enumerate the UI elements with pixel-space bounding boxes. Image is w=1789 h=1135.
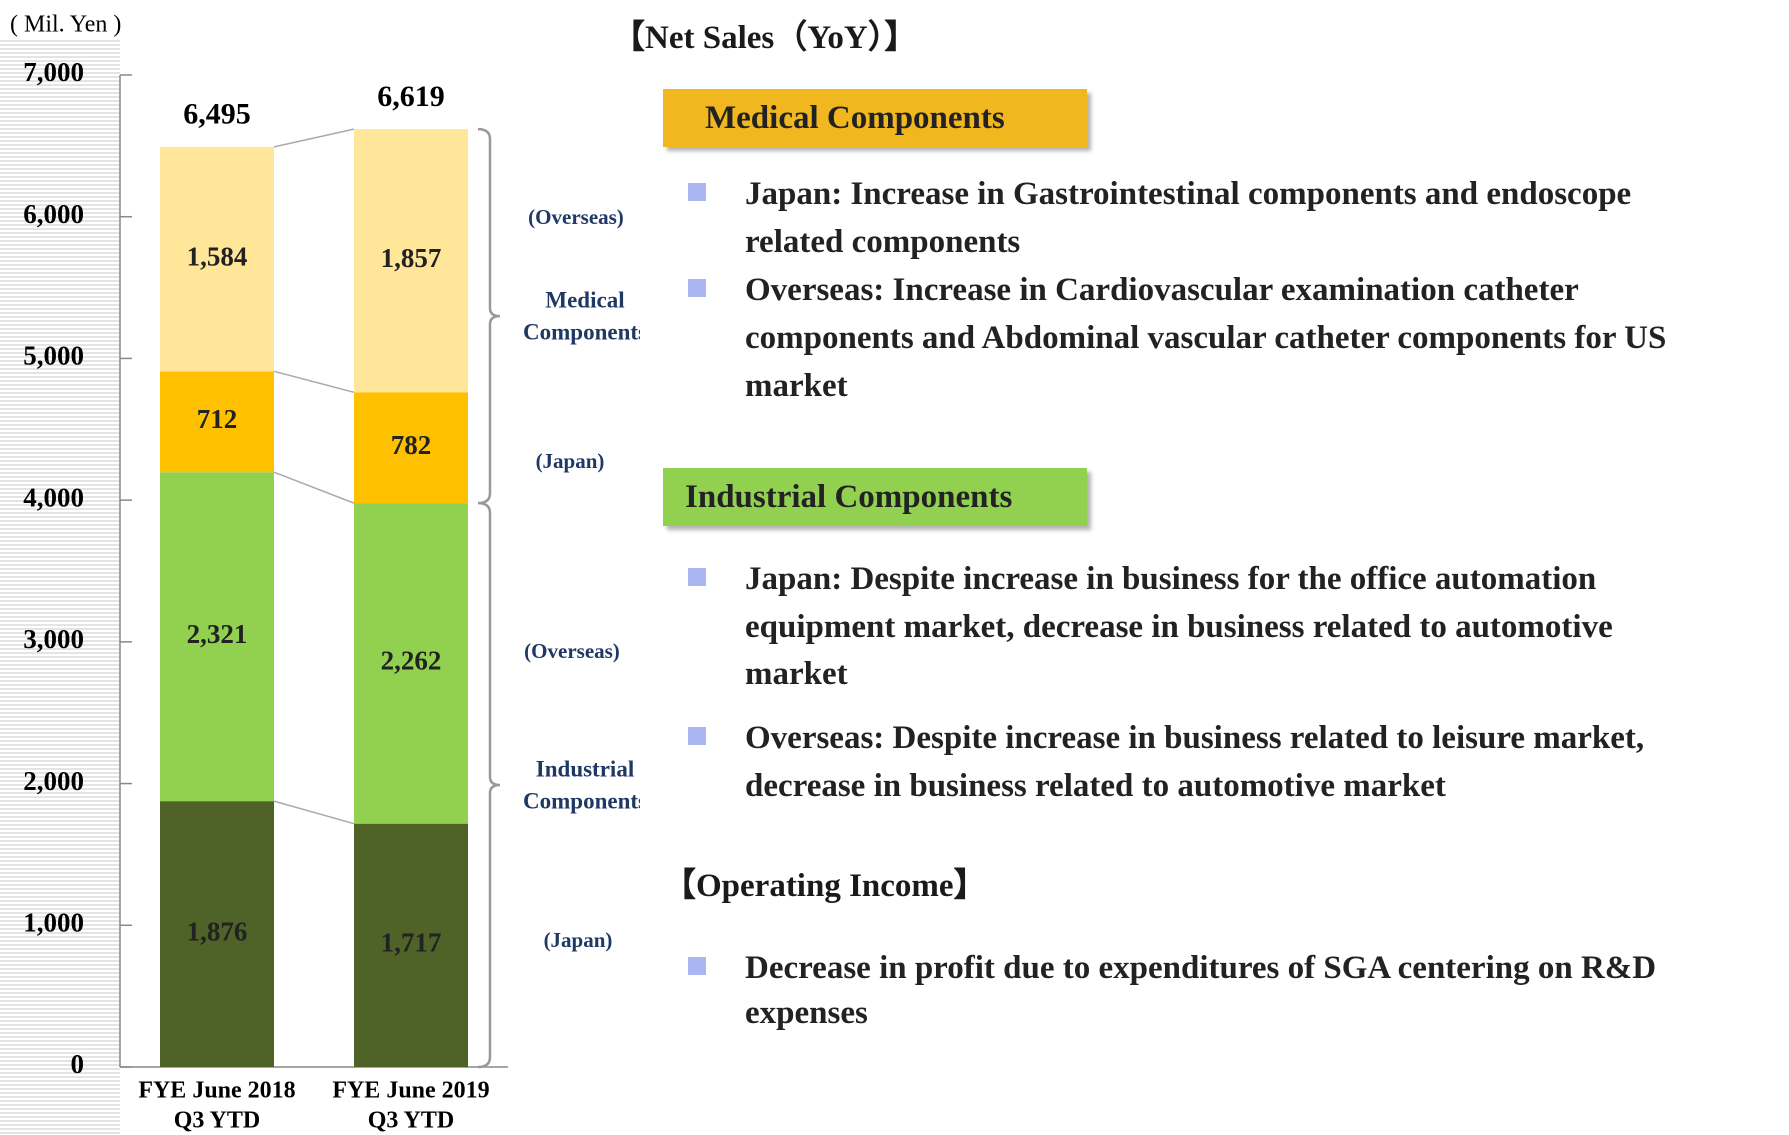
value-label: 2,321	[187, 619, 248, 649]
value-label: 1,584	[187, 241, 248, 271]
x-tick-label: FYE June 2019	[332, 1078, 489, 1104]
bullet-text: market	[745, 656, 848, 692]
bullet-text: components and Abdominal vascular cathet…	[745, 320, 1667, 356]
value-label: 712	[197, 404, 238, 434]
brace	[477, 501, 501, 1069]
value-label: 1,876	[187, 916, 248, 946]
bullet-text: related components	[745, 224, 1021, 260]
bullet-marker	[688, 183, 706, 201]
bullet-text: Overseas: Despite increase in business r…	[745, 720, 1645, 756]
bullet-marker	[688, 957, 706, 975]
y-tick-label: 1,000	[23, 907, 84, 937]
connector	[273, 800, 355, 825]
bullet-text: expenses	[745, 995, 868, 1031]
bar-segment	[160, 371, 274, 473]
group-label: Components	[523, 319, 640, 344]
series-label: (Japan)	[536, 449, 605, 473]
group-label: Components	[523, 788, 640, 813]
y-tick-label: 0	[71, 1049, 85, 1079]
y-tick-label: 2,000	[23, 766, 84, 796]
bullet-text: market	[745, 368, 848, 404]
series-label: (Overseas)	[528, 205, 624, 229]
x-tick-label: FYE June 2018	[138, 1078, 295, 1104]
x-tick-label: Q3 YTD	[368, 1108, 454, 1134]
total-label: 6,619	[377, 80, 445, 113]
brace	[477, 127, 501, 505]
series-label: (Japan)	[544, 928, 613, 952]
value-label: 2,262	[381, 646, 442, 676]
unit-label: ( Mil. Yen )	[10, 12, 121, 38]
chart: ( Mil. Yen ) 0 1,000 2,000 3,000 4,000 5,000 6…	[0, 12, 640, 1135]
value-label: 782	[391, 430, 432, 460]
bar-segment	[354, 129, 468, 393]
bullet-text: Overseas: Increase in Cardiovascular exa…	[745, 272, 1579, 308]
value-label: 1,857	[381, 243, 442, 273]
bullet-marker	[688, 279, 706, 297]
connector	[273, 128, 355, 148]
section-heading: Industrial Components	[663, 468, 1087, 526]
connector	[273, 471, 355, 504]
bullet-text: Decrease in profit due to expenditures o…	[745, 950, 1657, 986]
bullet-text: Japan: Increase in Gastrointestinal comp…	[745, 176, 1632, 212]
series-label: (Overseas)	[524, 639, 620, 663]
bar-segment	[354, 392, 468, 504]
x-tick-label: Q3 YTD	[174, 1108, 260, 1134]
bar-segment	[160, 801, 274, 1067]
bullet-marker	[688, 568, 706, 586]
bullet-text: decrease in business related to automoti…	[745, 768, 1446, 804]
section-heading: Medical Components	[663, 89, 1087, 147]
total-label: 6,495	[183, 97, 251, 130]
background-stripes	[0, 40, 120, 1135]
group-label: Industrial	[536, 756, 634, 781]
bullet-text: equipment market, decrease in business r…	[745, 609, 1613, 645]
bar-segment	[354, 823, 468, 1067]
bar-segment	[354, 503, 468, 824]
y-tick-label: 3,000	[23, 624, 84, 654]
connector	[273, 370, 355, 394]
group-label: Medical	[545, 287, 624, 312]
bullet-text: Japan: Despite increase in business for …	[745, 561, 1597, 597]
y-tick-label: 4,000	[23, 482, 84, 512]
bar-segment	[160, 472, 274, 802]
y-tick-label: 5,000	[23, 341, 84, 371]
panel-title: 【Net Sales（YoY）】	[612, 20, 918, 56]
section-heading: 【Operating Income】	[663, 868, 987, 904]
bar-segment	[160, 146, 274, 372]
value-label: 1,717	[381, 928, 442, 958]
y-tick-label: 7,000	[23, 57, 84, 87]
bullet-marker	[688, 727, 706, 745]
y-tick-label: 6,000	[23, 199, 84, 229]
